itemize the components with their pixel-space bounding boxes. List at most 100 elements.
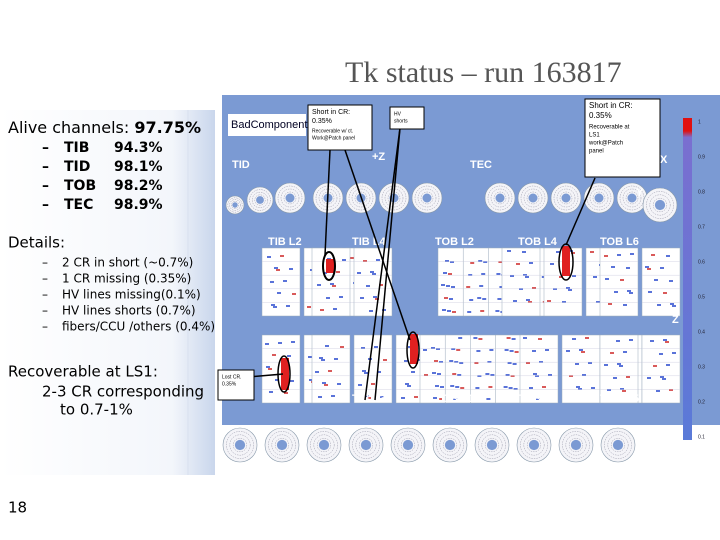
disk-ring (520, 185, 546, 211)
list-dash: – (42, 272, 48, 286)
layer-map (444, 334, 474, 404)
disk-hole (360, 439, 372, 451)
details-item: fibers/CCU /others (0.4%) (62, 320, 215, 334)
subdetector-name: TIB (64, 140, 89, 156)
callout-box (217, 369, 255, 401)
disk-ring (523, 188, 543, 208)
disk-ring (553, 185, 579, 211)
disk-hole (570, 439, 582, 451)
disk-ring (355, 434, 377, 456)
disk-ring (397, 434, 419, 456)
plot-label: TID (232, 159, 250, 171)
plot-label: Y (636, 187, 644, 199)
disk-ring (274, 437, 290, 453)
pointers (235, 127, 596, 401)
callout-note: work@Patch (588, 141, 623, 147)
disk-ring (351, 188, 371, 208)
disk-ring (592, 191, 606, 205)
plot-label: φ (590, 346, 598, 358)
disk-ring (310, 431, 338, 459)
disk-ring (490, 188, 510, 208)
list-dash: – (42, 178, 49, 194)
list-dash: – (42, 159, 49, 175)
disk-ring (283, 191, 297, 205)
list-dash: – (42, 320, 48, 334)
disk-ring (251, 191, 269, 209)
callout-text: shorts (394, 118, 408, 124)
callout-note: LS1 (589, 133, 600, 139)
disk-ring (352, 431, 380, 459)
scale-label: 1 (698, 119, 701, 125)
disk-ring (607, 434, 629, 456)
layer-map (519, 334, 559, 404)
plot-label: +Z (372, 151, 385, 163)
disk-hole (444, 439, 456, 451)
bad-module (281, 358, 289, 390)
recoverable-line: to 0.7-1% (60, 401, 133, 419)
disk-hole (612, 439, 624, 451)
callout-box (307, 104, 373, 151)
disk-ring (604, 431, 632, 459)
disk-hole (486, 439, 498, 451)
callout-text: 0.35% (312, 118, 332, 125)
disk-ring (526, 437, 542, 453)
callout-box (584, 98, 661, 178)
plot-label: TIB L1 (265, 393, 299, 405)
disk-ring (493, 191, 507, 205)
disk-ring (268, 431, 296, 459)
callout-text: Lost CR. (222, 374, 241, 380)
layer-map (437, 247, 467, 317)
text-panel (0, 110, 215, 475)
disk-ring (249, 189, 271, 211)
plot-label: TIB L2 (268, 236, 302, 248)
disk-ring (562, 431, 590, 459)
disk-hole (232, 202, 238, 208)
scale-label: 0.8 (698, 189, 705, 195)
alive-label-text: Alive channels: (8, 118, 129, 137)
disk-ring (271, 434, 293, 456)
scale-label: 0.6 (698, 259, 705, 265)
subdetector-name: TEC (64, 197, 93, 213)
details-item: HV lines missing(0.1%) (62, 288, 201, 302)
disk-ring (420, 191, 434, 205)
plot-bottom (222, 425, 720, 480)
callout-box (389, 106, 425, 130)
callout-note: Recoverable w/ ct. (312, 128, 353, 134)
disk-ring (226, 431, 254, 459)
disk-ring (227, 197, 243, 213)
subdetector-name: TID (64, 159, 90, 175)
layer-map (561, 334, 601, 404)
callout-note: Recoverable at (589, 125, 630, 131)
disk-ring (559, 191, 573, 205)
disk-ring (487, 185, 513, 211)
disk-ring (568, 437, 584, 453)
callout-text: 0.35% (589, 111, 612, 120)
list-dash: – (42, 197, 49, 213)
disk-ring (589, 188, 609, 208)
disk-ring (436, 431, 464, 459)
disk-ring (384, 188, 404, 208)
page-number: 18 (8, 499, 27, 517)
bad-module (410, 334, 418, 364)
plot-label: TIB L4 (352, 236, 386, 248)
plot-label: TOB L4 (518, 236, 558, 248)
disk-ring (417, 188, 437, 208)
disk-ring (254, 194, 266, 206)
disk-hole (285, 193, 295, 203)
disk-ring (318, 188, 338, 208)
disk-ring (354, 191, 368, 205)
disk-ring (442, 437, 458, 453)
callout-note: Work@Patch panel (312, 135, 355, 141)
layer-map (311, 247, 351, 317)
subdetector-value: 98.9% (114, 197, 163, 213)
disk-ring (652, 197, 668, 213)
disk-ring (414, 185, 440, 211)
disk-ring (622, 188, 642, 208)
scale-label: 0.7 (698, 224, 705, 230)
disk-hole (561, 193, 571, 203)
subdetector-value: 98.2% (114, 178, 163, 194)
plot-label: -Z (373, 461, 384, 473)
subdetector-value: 94.3% (114, 140, 163, 156)
